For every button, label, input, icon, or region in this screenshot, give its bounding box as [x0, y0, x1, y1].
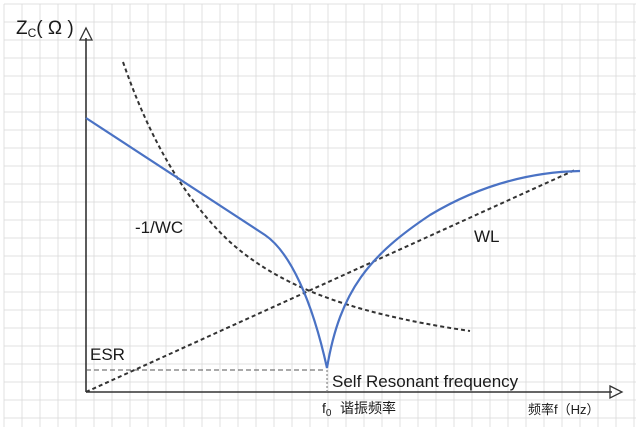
x-axis-f0-label: f0: [322, 400, 332, 419]
esr-label: ESR: [90, 345, 125, 364]
inductive-reactance-curve: [85, 169, 576, 393]
inductive-label: WL: [474, 227, 500, 246]
impedance-curve: [85, 117, 581, 369]
y-axis-label: ZC( Ω ): [16, 18, 74, 40]
x-axis-cn-label: 谐振频率: [340, 400, 396, 416]
x-axis-arrow: [609, 384, 624, 400]
grid: [3, 3, 636, 427]
y-axis-arrow: [78, 26, 94, 41]
capacitive-label: -1/WC: [135, 218, 183, 237]
capacitive-reactance-curve: [122, 61, 471, 332]
resonance-label: Self Resonant frequency: [332, 372, 519, 391]
x-axis-right-label: 频率f（Hz）: [528, 402, 600, 417]
